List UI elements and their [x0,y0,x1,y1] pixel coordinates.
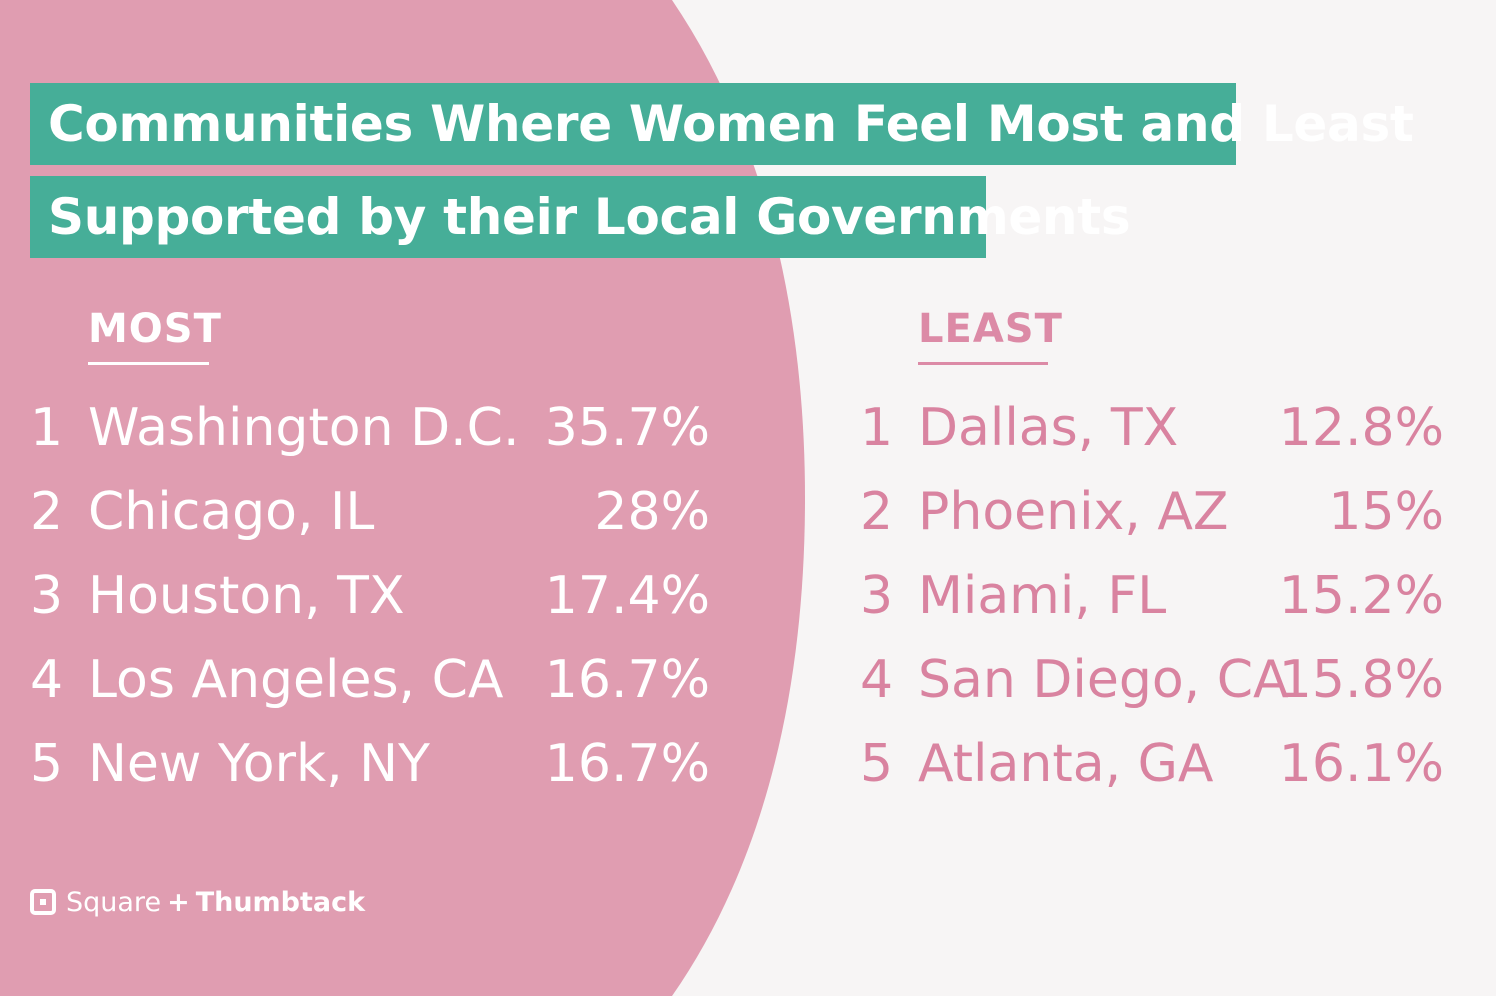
percent-value: 15% [1328,482,1444,542]
least-row-2: 2 Phoenix, AZ 15% [860,470,1454,554]
most-row-1: 1 Washington D.C. 35.7% [30,386,720,470]
percent-value: 15.8% [1278,650,1444,710]
city-name: Washington D.C. [88,398,520,458]
city-name: Phoenix, AZ [918,482,1229,542]
footer-logo: Square + Thumbtack [30,882,365,922]
least-row-3: 3 Miami, FL 15.2% [860,554,1454,638]
most-row-5: 5 New York, NY 16.7% [30,722,720,806]
most-row-3: 3 Houston, TX 17.4% [30,554,720,638]
square-brand-label: Square [66,886,162,918]
rank-number: 5 [30,734,64,794]
most-column-header: MOST [88,306,221,365]
most-row-2: 2 Chicago, IL 28% [30,470,720,554]
rank-number: 5 [860,734,894,794]
square-logo-icon [30,889,56,915]
city-name: New York, NY [88,734,430,794]
city-name: Chicago, IL [88,482,375,542]
rank-number: 1 [30,398,64,458]
rank-number: 2 [860,482,894,542]
least-column-header: LEAST [918,306,1062,365]
city-name: San Diego, CA [918,650,1289,710]
percent-value: 35.7% [544,398,710,458]
least-row-1: 1 Dallas, TX 12.8% [860,386,1454,470]
city-name: Houston, TX [88,566,405,626]
rank-number: 4 [860,650,894,710]
city-name: Atlanta, GA [918,734,1214,794]
city-name: Miami, FL [918,566,1167,626]
rank-number: 3 [860,566,894,626]
plus-sign: + [167,886,190,918]
city-name: Los Angeles, CA [88,650,504,710]
percent-value: 16.1% [1278,734,1444,794]
rank-number: 4 [30,650,64,710]
percent-value: 12.8% [1278,398,1444,458]
least-row-4: 4 San Diego, CA 15.8% [860,638,1454,722]
least-row-5: 5 Atlanta, GA 16.1% [860,722,1454,806]
percent-value: 17.4% [544,566,710,626]
rank-number: 2 [30,482,64,542]
percent-value: 16.7% [544,650,710,710]
most-row-4: 4 Los Angeles, CA 16.7% [30,638,720,722]
percent-value: 15.2% [1278,566,1444,626]
percent-value: 16.7% [544,734,710,794]
rank-number: 1 [860,398,894,458]
title-line-2: Supported by their Local Governments [30,176,1131,258]
rank-number: 3 [30,566,64,626]
thumbtack-brand-label: Thumbtack [195,886,366,918]
title-line-1: Communities Where Women Feel Most and Le… [30,83,1414,165]
percent-value: 28% [594,482,710,542]
city-name: Dallas, TX [918,398,1179,458]
